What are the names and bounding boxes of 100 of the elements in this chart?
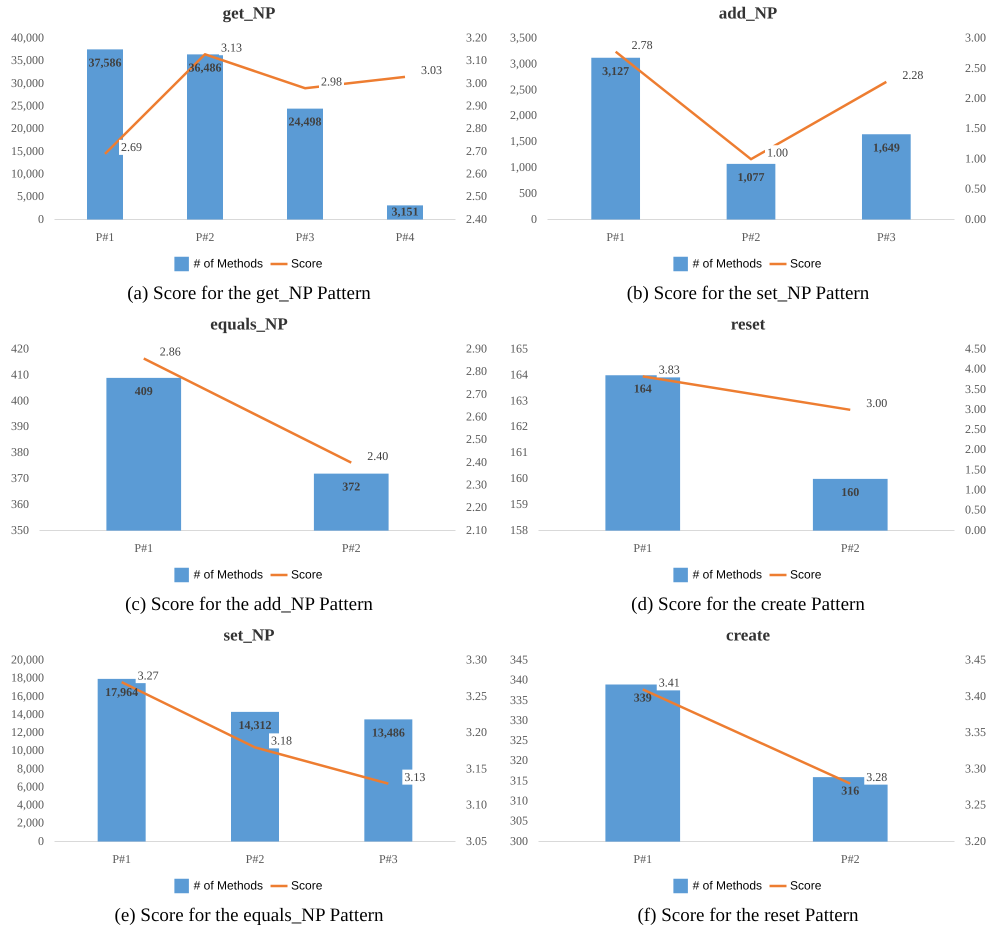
y-tick-label: 14,000 bbox=[11, 706, 44, 721]
y-tick-label: 40,000 bbox=[11, 30, 44, 45]
data-label: 2.40 bbox=[367, 448, 388, 463]
y-tick-label: 6,000 bbox=[17, 779, 44, 794]
data-label: 2.86 bbox=[160, 344, 181, 359]
text: (b) Score for the set_NP Pattern bbox=[626, 282, 870, 306]
legend-label: Score bbox=[291, 878, 323, 892]
x-tick-label: P#2 bbox=[840, 540, 860, 555]
x-tick-label: P#1 bbox=[96, 230, 114, 244]
data-label: 37,586 bbox=[88, 55, 122, 70]
y-tick-label: 2,500 bbox=[510, 82, 537, 96]
data-label: 2.28 bbox=[902, 68, 924, 82]
y-tick-label: 360 bbox=[11, 496, 29, 511]
y-tick-label: 420 bbox=[11, 342, 29, 356]
y-tick-label: 8,000 bbox=[17, 761, 44, 776]
y-tick-label: 325 bbox=[510, 733, 528, 748]
y-tick-label: 162 bbox=[510, 419, 528, 434]
y-tick-label: 30,000 bbox=[11, 76, 44, 90]
chart-title: create bbox=[726, 626, 770, 645]
y-tick-label: 10,000 bbox=[11, 743, 44, 758]
data-label: 3.00 bbox=[866, 396, 888, 410]
y-tick-label: 500 bbox=[519, 186, 537, 200]
y-tick-label: 15,000 bbox=[11, 144, 44, 158]
y-tick-label: 0 bbox=[38, 212, 44, 226]
y2-tick-label: 2.60 bbox=[466, 410, 487, 424]
data-label: 372 bbox=[342, 480, 360, 494]
y2-tick-label: 3.10 bbox=[466, 798, 487, 812]
y-tick-label: 340 bbox=[510, 672, 528, 687]
x-tick-label: P#3 bbox=[296, 230, 314, 244]
x-tick-label: P#1 bbox=[134, 540, 154, 555]
legend-label: # of Methods bbox=[692, 567, 762, 582]
y-tick-label: 3,500 bbox=[510, 30, 537, 45]
y-tick-label: 315 bbox=[510, 773, 528, 788]
bar bbox=[287, 108, 323, 220]
y2-tick-label: 3.30 bbox=[466, 652, 487, 667]
legend-label: Score bbox=[291, 567, 323, 582]
data-label: 1,649 bbox=[872, 140, 900, 154]
text: (a) Score for the get_NP Pattern bbox=[126, 282, 372, 306]
y2-tick-label: 2.50 bbox=[466, 189, 487, 204]
y-tick-label: 163 bbox=[510, 393, 528, 408]
x-tick-label: P#1 bbox=[606, 230, 626, 244]
y-tick-label: 12,000 bbox=[11, 725, 44, 740]
y2-tick-label: 2.80 bbox=[466, 364, 487, 378]
y2-tick-label: 2.00 bbox=[965, 90, 986, 105]
text: (f) Score for the reset Pattern bbox=[636, 904, 860, 928]
legend-label: # of Methods bbox=[692, 878, 762, 892]
y2-tick-label: 0.00 bbox=[965, 212, 986, 226]
data-label: 1.00 bbox=[767, 145, 788, 160]
data-label: 3.28 bbox=[866, 770, 888, 784]
x-tick-label: P#2 bbox=[742, 230, 760, 244]
data-label: 316 bbox=[841, 783, 860, 798]
y2-tick-label: 2.80 bbox=[466, 121, 487, 136]
x-tick-label: P#3 bbox=[876, 230, 896, 244]
y2-tick-label: 3.50 bbox=[965, 382, 986, 396]
y-tick-label: 390 bbox=[11, 419, 29, 434]
data-label: 164 bbox=[634, 381, 652, 396]
y2-tick-label: 3.00 bbox=[965, 30, 986, 45]
y-tick-label: 0 bbox=[38, 834, 44, 848]
y-tick-label: 305 bbox=[510, 814, 528, 828]
y-tick-label: 1,500 bbox=[510, 134, 537, 148]
y2-tick-label: 3.00 bbox=[466, 76, 487, 90]
data-label: 3.13 bbox=[221, 40, 242, 54]
text: (c) Score for the add_NP Pattern bbox=[124, 593, 374, 617]
y2-tick-label: 1.00 bbox=[965, 482, 986, 496]
legend-label: # of Methods bbox=[692, 256, 762, 270]
legend-label: Score bbox=[790, 878, 822, 892]
bar bbox=[98, 678, 146, 842]
data-label: 3.18 bbox=[271, 734, 292, 748]
data-label: 1,077 bbox=[738, 170, 764, 184]
bar bbox=[862, 134, 911, 220]
y2-tick-label: 3.20 bbox=[466, 725, 487, 740]
y2-tick-label: 0.50 bbox=[965, 182, 986, 196]
y2-tick-label: 2.20 bbox=[466, 500, 487, 514]
y2-tick-label: 4.00 bbox=[965, 362, 986, 376]
y-tick-label: 400 bbox=[11, 393, 29, 408]
y-tick-label: 350 bbox=[11, 522, 29, 537]
y-tick-label: 300 bbox=[510, 834, 528, 848]
x-tick-label: P#1 bbox=[633, 540, 652, 555]
data-label: 3.13 bbox=[404, 770, 426, 784]
y-tick-label: 35,000 bbox=[11, 53, 44, 68]
y2-tick-label: 3.45 bbox=[965, 652, 986, 667]
chart-title: get_NP bbox=[222, 4, 276, 23]
y-tick-label: 310 bbox=[510, 793, 528, 808]
y-tick-label: 335 bbox=[510, 692, 528, 707]
y2-tick-label: 2.70 bbox=[466, 386, 487, 401]
bar bbox=[591, 58, 640, 220]
data-label: 2.98 bbox=[321, 74, 342, 88]
y2-tick-label: 3.30 bbox=[965, 761, 986, 776]
y-tick-label: 18,000 bbox=[11, 670, 44, 685]
data-label: 13,486 bbox=[372, 726, 405, 740]
y-tick-label: 165 bbox=[510, 342, 528, 356]
y2-tick-label: 2.90 bbox=[466, 342, 487, 356]
chart-title: reset bbox=[730, 314, 766, 334]
y-tick-label: 25,000 bbox=[11, 98, 44, 113]
y-tick-label: 16,000 bbox=[11, 688, 44, 703]
data-label: 3.27 bbox=[138, 668, 159, 682]
y2-tick-label: 1.00 bbox=[965, 151, 986, 166]
y2-tick-label: 3.15 bbox=[466, 761, 487, 776]
y2-tick-label: 2.50 bbox=[965, 60, 986, 75]
y2-tick-label: 2.90 bbox=[466, 98, 487, 113]
